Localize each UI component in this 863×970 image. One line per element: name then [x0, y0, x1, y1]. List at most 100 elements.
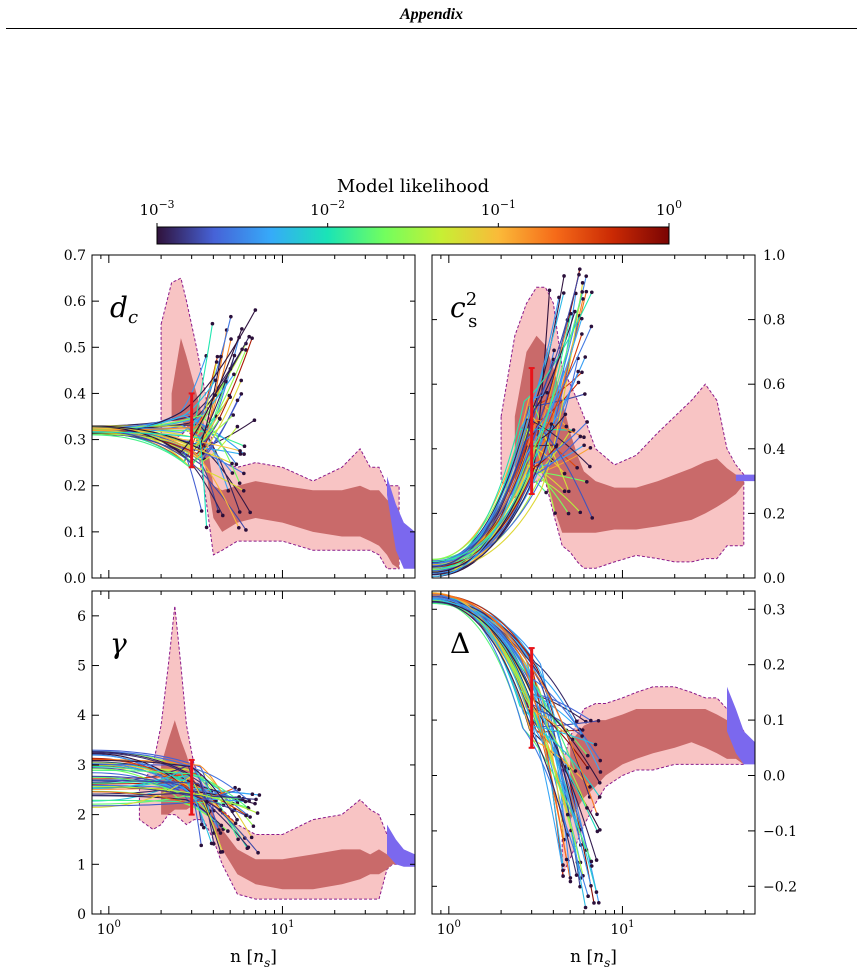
curve-endpoint	[251, 824, 256, 829]
curve-endpoint	[237, 525, 241, 530]
y-tick-label: 0.4	[763, 442, 785, 458]
pqcd-band	[735, 474, 755, 482]
curve-endpoint	[235, 817, 239, 822]
curve-endpoint	[561, 868, 565, 873]
header-rule	[6, 28, 857, 29]
model-curve	[432, 274, 580, 568]
y-tick-label: 5	[77, 659, 86, 675]
curve-endpoint	[568, 879, 573, 884]
curve-endpoint	[235, 424, 240, 429]
curve-endpoint	[215, 354, 220, 359]
curve-endpoint	[239, 392, 244, 396]
model-curve	[92, 780, 208, 802]
pqcd-band	[387, 476, 415, 569]
curve-endpoint	[585, 480, 589, 484]
curve-endpoint	[237, 481, 242, 485]
curve-endpoint	[236, 837, 240, 842]
curve-endpoint	[596, 719, 601, 723]
curve-endpoint	[592, 901, 596, 905]
curve-endpoint	[576, 380, 581, 385]
curve-endpoint	[585, 420, 589, 424]
curve-endpoint	[564, 857, 569, 862]
curve-endpoint	[230, 471, 235, 475]
model-curve	[432, 592, 569, 815]
curve-endpoint	[226, 829, 230, 833]
panel-label: Δ	[450, 627, 470, 660]
curve-endpoint	[580, 332, 584, 336]
y-tick-label: 1.0	[763, 248, 785, 264]
inner-band	[171, 338, 400, 569]
panel-label: γ	[110, 627, 127, 660]
curve-endpoint	[248, 815, 252, 819]
curve-endpoint	[585, 753, 590, 758]
curve-endpoint	[210, 321, 215, 326]
curve-endpoint	[253, 308, 258, 312]
curve-endpoint	[205, 799, 209, 804]
curve-endpoint	[564, 424, 569, 429]
curve-endpoint	[577, 267, 582, 271]
model-curve	[432, 358, 579, 567]
curve-endpoint	[220, 513, 225, 518]
curve-endpoint	[248, 510, 252, 515]
curve-endpoint	[252, 418, 257, 423]
curve-endpoint	[545, 390, 549, 395]
curve-endpoint	[216, 509, 221, 514]
curve-endpoint	[598, 758, 603, 763]
curve-endpoint	[239, 378, 244, 383]
model-curve	[432, 593, 589, 897]
plot-area	[432, 592, 755, 910]
curve-endpoint	[589, 883, 593, 888]
curve-endpoint	[590, 290, 594, 295]
model-curve	[432, 596, 570, 769]
curve-endpoint	[573, 309, 577, 314]
curve-endpoint	[595, 829, 600, 834]
curve-endpoint	[256, 850, 260, 855]
curve-endpoint	[595, 812, 599, 817]
curve-endpoint	[586, 894, 590, 898]
curve-endpoint	[220, 850, 225, 854]
curve-endpoint	[247, 334, 251, 339]
curve-endpoint	[576, 369, 580, 374]
curve-endpoint	[554, 444, 558, 449]
curve-endpoint	[547, 288, 552, 293]
curve-endpoint	[573, 769, 578, 773]
panel-bottom-right: Δ −0.2 −0.1 0.0 0.1 0.2 0.3 100 101 n [ns]	[431, 590, 797, 970]
curve-endpoint	[557, 295, 561, 300]
colorbar	[156, 226, 670, 245]
curve-endpoint	[226, 489, 231, 493]
plot-area	[92, 605, 415, 900]
curve-endpoint	[244, 348, 248, 352]
model-curve	[92, 309, 256, 434]
curve-endpoint	[593, 742, 598, 747]
y-tick-label: 0.0	[763, 571, 785, 587]
curve-endpoint	[562, 471, 567, 476]
inner-band	[514, 335, 744, 533]
model-curve	[92, 750, 250, 802]
y-tick-label: 0.2	[763, 506, 785, 522]
page-header: Appendix	[0, 0, 863, 30]
y-tick-label: 0.5	[64, 340, 86, 356]
x-tick-label: 100	[437, 919, 461, 938]
curve-endpoint	[594, 890, 599, 894]
curve-endpoint	[229, 314, 233, 319]
curve-endpoint	[597, 780, 602, 785]
curve-endpoint	[589, 718, 593, 723]
curve-endpoint	[561, 863, 565, 867]
model-curve	[432, 424, 552, 576]
curve-endpoint	[254, 797, 258, 802]
inner-band	[570, 709, 744, 820]
curve-endpoint	[574, 719, 579, 724]
curve-endpoint	[247, 799, 251, 803]
model-curve	[92, 785, 258, 814]
curve-endpoint	[561, 291, 566, 295]
curve-endpoint	[583, 355, 588, 359]
curve-endpoint	[240, 347, 244, 352]
curve-endpoint	[566, 511, 571, 516]
model-curve	[92, 425, 204, 446]
panel-frame	[91, 590, 416, 915]
curve-endpoint	[257, 793, 262, 797]
curve-endpoint	[234, 462, 239, 467]
y-tick-label: 0.6	[763, 377, 785, 393]
curve-endpoint	[552, 348, 556, 353]
curve-endpoint	[218, 808, 222, 812]
